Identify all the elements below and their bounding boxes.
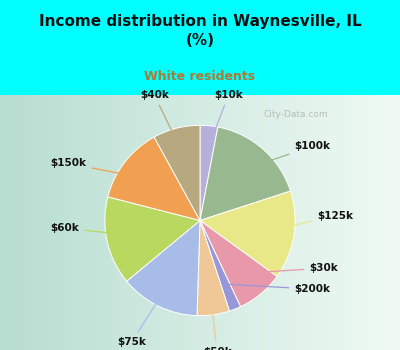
Wedge shape <box>127 220 200 316</box>
Text: $30k: $30k <box>246 263 338 273</box>
Text: Income distribution in Waynesville, IL
(%): Income distribution in Waynesville, IL (… <box>39 14 361 48</box>
Text: White residents: White residents <box>144 70 256 83</box>
Text: $100k: $100k <box>248 141 330 168</box>
Text: $150k: $150k <box>51 159 143 178</box>
Text: $75k: $75k <box>117 285 168 347</box>
Text: $60k: $60k <box>50 223 130 235</box>
Wedge shape <box>154 125 200 220</box>
Text: City-Data.com: City-Data.com <box>264 111 328 119</box>
Wedge shape <box>197 220 230 316</box>
Wedge shape <box>105 197 200 281</box>
Wedge shape <box>200 191 295 276</box>
Wedge shape <box>200 220 240 311</box>
Text: $200k: $200k <box>228 284 330 294</box>
Wedge shape <box>108 137 200 220</box>
Wedge shape <box>200 125 218 220</box>
Wedge shape <box>200 127 290 220</box>
Text: $50k: $50k <box>203 291 232 350</box>
Text: $40k: $40k <box>140 90 182 152</box>
Text: $10k: $10k <box>208 90 243 150</box>
Text: $125k: $125k <box>270 211 353 231</box>
Wedge shape <box>200 220 277 307</box>
